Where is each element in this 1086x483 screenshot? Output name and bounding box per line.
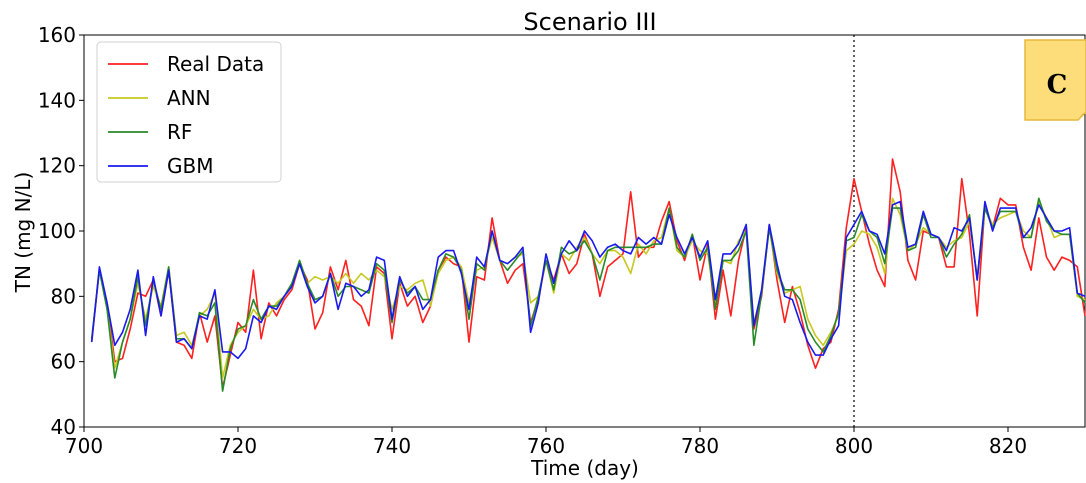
series-line-real-data <box>90 158 1086 389</box>
x-axis-title: Time (day) <box>530 456 639 480</box>
x-tick-label: 780 <box>681 434 719 458</box>
y-tick-label: 120 <box>38 154 76 178</box>
plot-area <box>83 34 1086 428</box>
legend-label: Real Data <box>167 52 264 76</box>
y-tick-label: 40 <box>51 415 76 439</box>
y-tick-label: 80 <box>51 284 76 308</box>
y-axis-ticks: 40 60 80 100 120 140 160 <box>38 23 84 439</box>
x-tick-label: 800 <box>835 434 873 458</box>
legend-frame <box>96 41 282 183</box>
x-tick-label: 820 <box>989 434 1027 458</box>
series-layer <box>90 158 1086 392</box>
x-tick-label: 740 <box>373 434 411 458</box>
legend-label: ANN <box>167 86 211 110</box>
y-tick-label: 60 <box>51 350 76 374</box>
panel-badge: C <box>1024 39 1086 121</box>
legend-label: RF <box>167 120 192 144</box>
chart-title: Scenario III <box>523 8 656 36</box>
badge-label: C <box>1047 70 1068 100</box>
y-tick-label: 100 <box>38 219 76 243</box>
series-line-ann <box>90 197 1086 379</box>
x-tick-label: 720 <box>219 434 257 458</box>
legend-label: GBM <box>167 154 213 178</box>
x-tick-label: 700 <box>65 434 103 458</box>
legend: Real Data ANN RF GBM <box>96 41 282 183</box>
y-axis-title: TN (mg N/L) <box>11 172 35 294</box>
badge-fold <box>1078 112 1086 120</box>
y-tick-label: 140 <box>38 88 76 112</box>
x-tick-label: 760 <box>527 434 565 458</box>
series-line-rf <box>90 197 1086 392</box>
y-tick-label: 160 <box>38 23 76 47</box>
x-axis-ticks: 700 720 740 760 780 800 820 <box>65 427 1027 458</box>
series-line-gbm <box>90 200 1086 360</box>
